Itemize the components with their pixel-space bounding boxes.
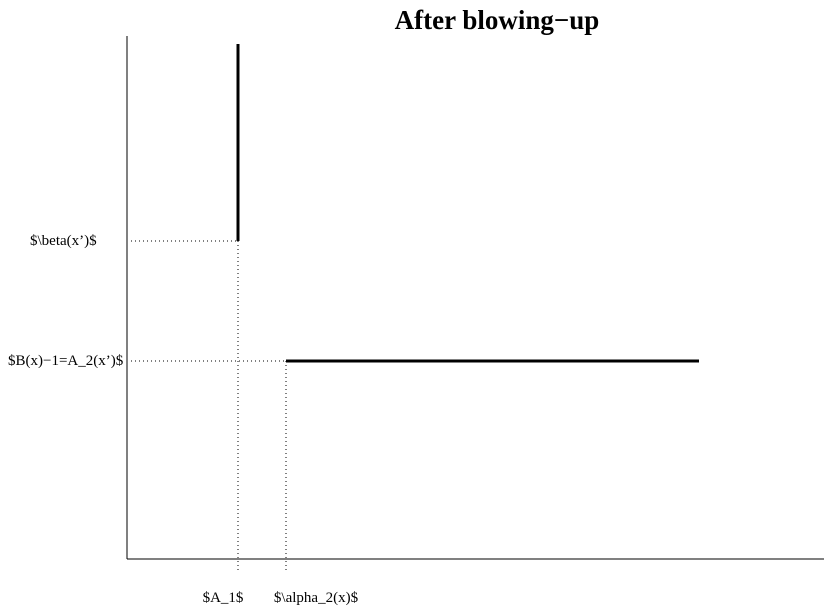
B-equals-A2-label: $B(x)−1=A_2(x’)$: [8, 353, 124, 369]
A1-label: $A_1$: [203, 590, 244, 606]
diagram-title: After blowing−up: [395, 5, 600, 35]
alpha2-label: $\alpha_2(x)$: [274, 590, 359, 606]
beta-label: $\beta(x’)$: [30, 233, 97, 249]
